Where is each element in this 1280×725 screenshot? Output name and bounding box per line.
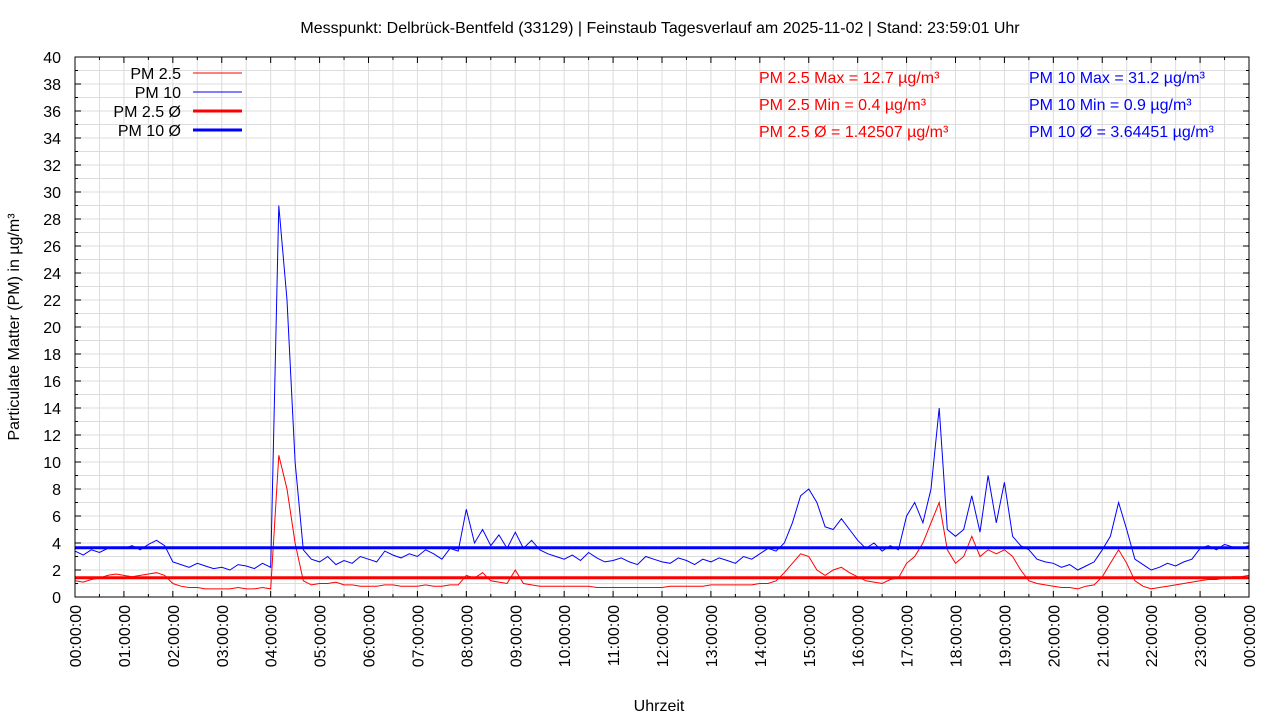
pm25-max: PM 2.5 Max = 12.7 µg/m³: [759, 70, 940, 87]
x-tick-label: 04:00:00: [264, 605, 281, 667]
y-tick-label: 38: [43, 77, 61, 94]
x-tick-label: 07:00:00: [410, 605, 427, 667]
y-tick-label: 24: [43, 266, 61, 283]
legend-label: PM 2.5: [130, 66, 181, 83]
y-axis-label: Particulate Matter (PM) in µg/m³: [6, 213, 23, 441]
x-tick-label: 18:00:00: [949, 605, 966, 667]
y-tick-label: 14: [43, 401, 61, 418]
x-tick-label: 02:00:00: [166, 605, 183, 667]
x-tick-label: 13:00:00: [704, 605, 721, 667]
y-tick-label: 6: [52, 509, 61, 526]
axis-ticks: 024681012141618202224262830323436384000:…: [43, 50, 1259, 667]
grid: [75, 57, 1249, 597]
y-tick-label: 30: [43, 185, 61, 202]
legend-label: PM 2.5 Ø: [113, 104, 181, 121]
x-tick-label: 12:00:00: [655, 605, 672, 667]
y-tick-label: 34: [43, 131, 61, 148]
x-tick-label: 15:00:00: [802, 605, 819, 667]
pm25-min: PM 2.5 Min = 0.4 µg/m³: [759, 97, 927, 114]
x-tick-label: 20:00:00: [1046, 605, 1063, 667]
legend-label: PM 10: [135, 85, 181, 102]
x-tick-label: 06:00:00: [362, 605, 379, 667]
x-tick-label: 17:00:00: [900, 605, 917, 667]
y-tick-label: 20: [43, 320, 61, 337]
y-tick-label: 0: [52, 590, 61, 607]
x-tick-label: 08:00:00: [459, 605, 476, 667]
y-tick-label: 22: [43, 293, 61, 310]
x-tick-label: 10:00:00: [557, 605, 574, 667]
pm10-max: PM 10 Max = 31.2 µg/m³: [1029, 70, 1206, 87]
chart-title: Messpunkt: Delbrück-Bentfeld (33129) | F…: [300, 20, 1020, 37]
y-tick-label: 12: [43, 428, 61, 445]
legend-label: PM 10 Ø: [118, 123, 181, 140]
series-line-pm-2-5: [74, 455, 1250, 590]
x-tick-label: 05:00:00: [313, 605, 330, 667]
pm10-stats: PM 10 Max = 31.2 µg/m³ PM 10 Min = 0.9 µ…: [1029, 70, 1215, 141]
y-tick-label: 28: [43, 212, 61, 229]
x-tick-label: 21:00:00: [1095, 605, 1112, 667]
y-tick-label: 18: [43, 347, 61, 364]
y-tick-label: 26: [43, 239, 61, 256]
x-tick-label: 16:00:00: [851, 605, 868, 667]
y-tick-label: 10: [43, 455, 61, 472]
y-tick-label: 2: [52, 563, 61, 580]
x-tick-label: 22:00:00: [1144, 605, 1161, 667]
y-tick-label: 8: [52, 482, 61, 499]
x-tick-label: 03:00:00: [215, 605, 232, 667]
x-tick-label: 23:00:00: [1193, 605, 1210, 667]
pm10-avg: PM 10 Ø = 3.64451 µg/m³: [1029, 124, 1215, 141]
series-line-pm-10: [74, 205, 1250, 571]
x-tick-label: 11:00:00: [606, 605, 623, 666]
series-layer: [74, 205, 1250, 590]
x-axis-label: Uhrzeit: [634, 698, 685, 715]
legend: PM 2.5 PM 10 PM 2.5 Ø PM 10 Ø: [113, 66, 242, 140]
y-tick-label: 16: [43, 374, 61, 391]
x-tick-label: 00:00:00: [1242, 605, 1259, 667]
x-tick-label: 00:00:00: [68, 605, 85, 667]
pm25-stats: PM 2.5 Max = 12.7 µg/m³ PM 2.5 Min = 0.4…: [759, 70, 949, 141]
y-tick-label: 32: [43, 158, 61, 175]
y-tick-label: 36: [43, 104, 61, 121]
y-tick-label: 4: [52, 536, 61, 553]
x-tick-label: 01:00:00: [117, 605, 134, 667]
x-tick-label: 19:00:00: [997, 605, 1014, 667]
y-tick-label: 40: [43, 50, 61, 67]
x-tick-label: 14:00:00: [753, 605, 770, 667]
pm10-min: PM 10 Min = 0.9 µg/m³: [1029, 97, 1192, 114]
pm25-avg: PM 2.5 Ø = 1.42507 µg/m³: [759, 124, 949, 141]
x-tick-label: 09:00:00: [508, 605, 525, 667]
